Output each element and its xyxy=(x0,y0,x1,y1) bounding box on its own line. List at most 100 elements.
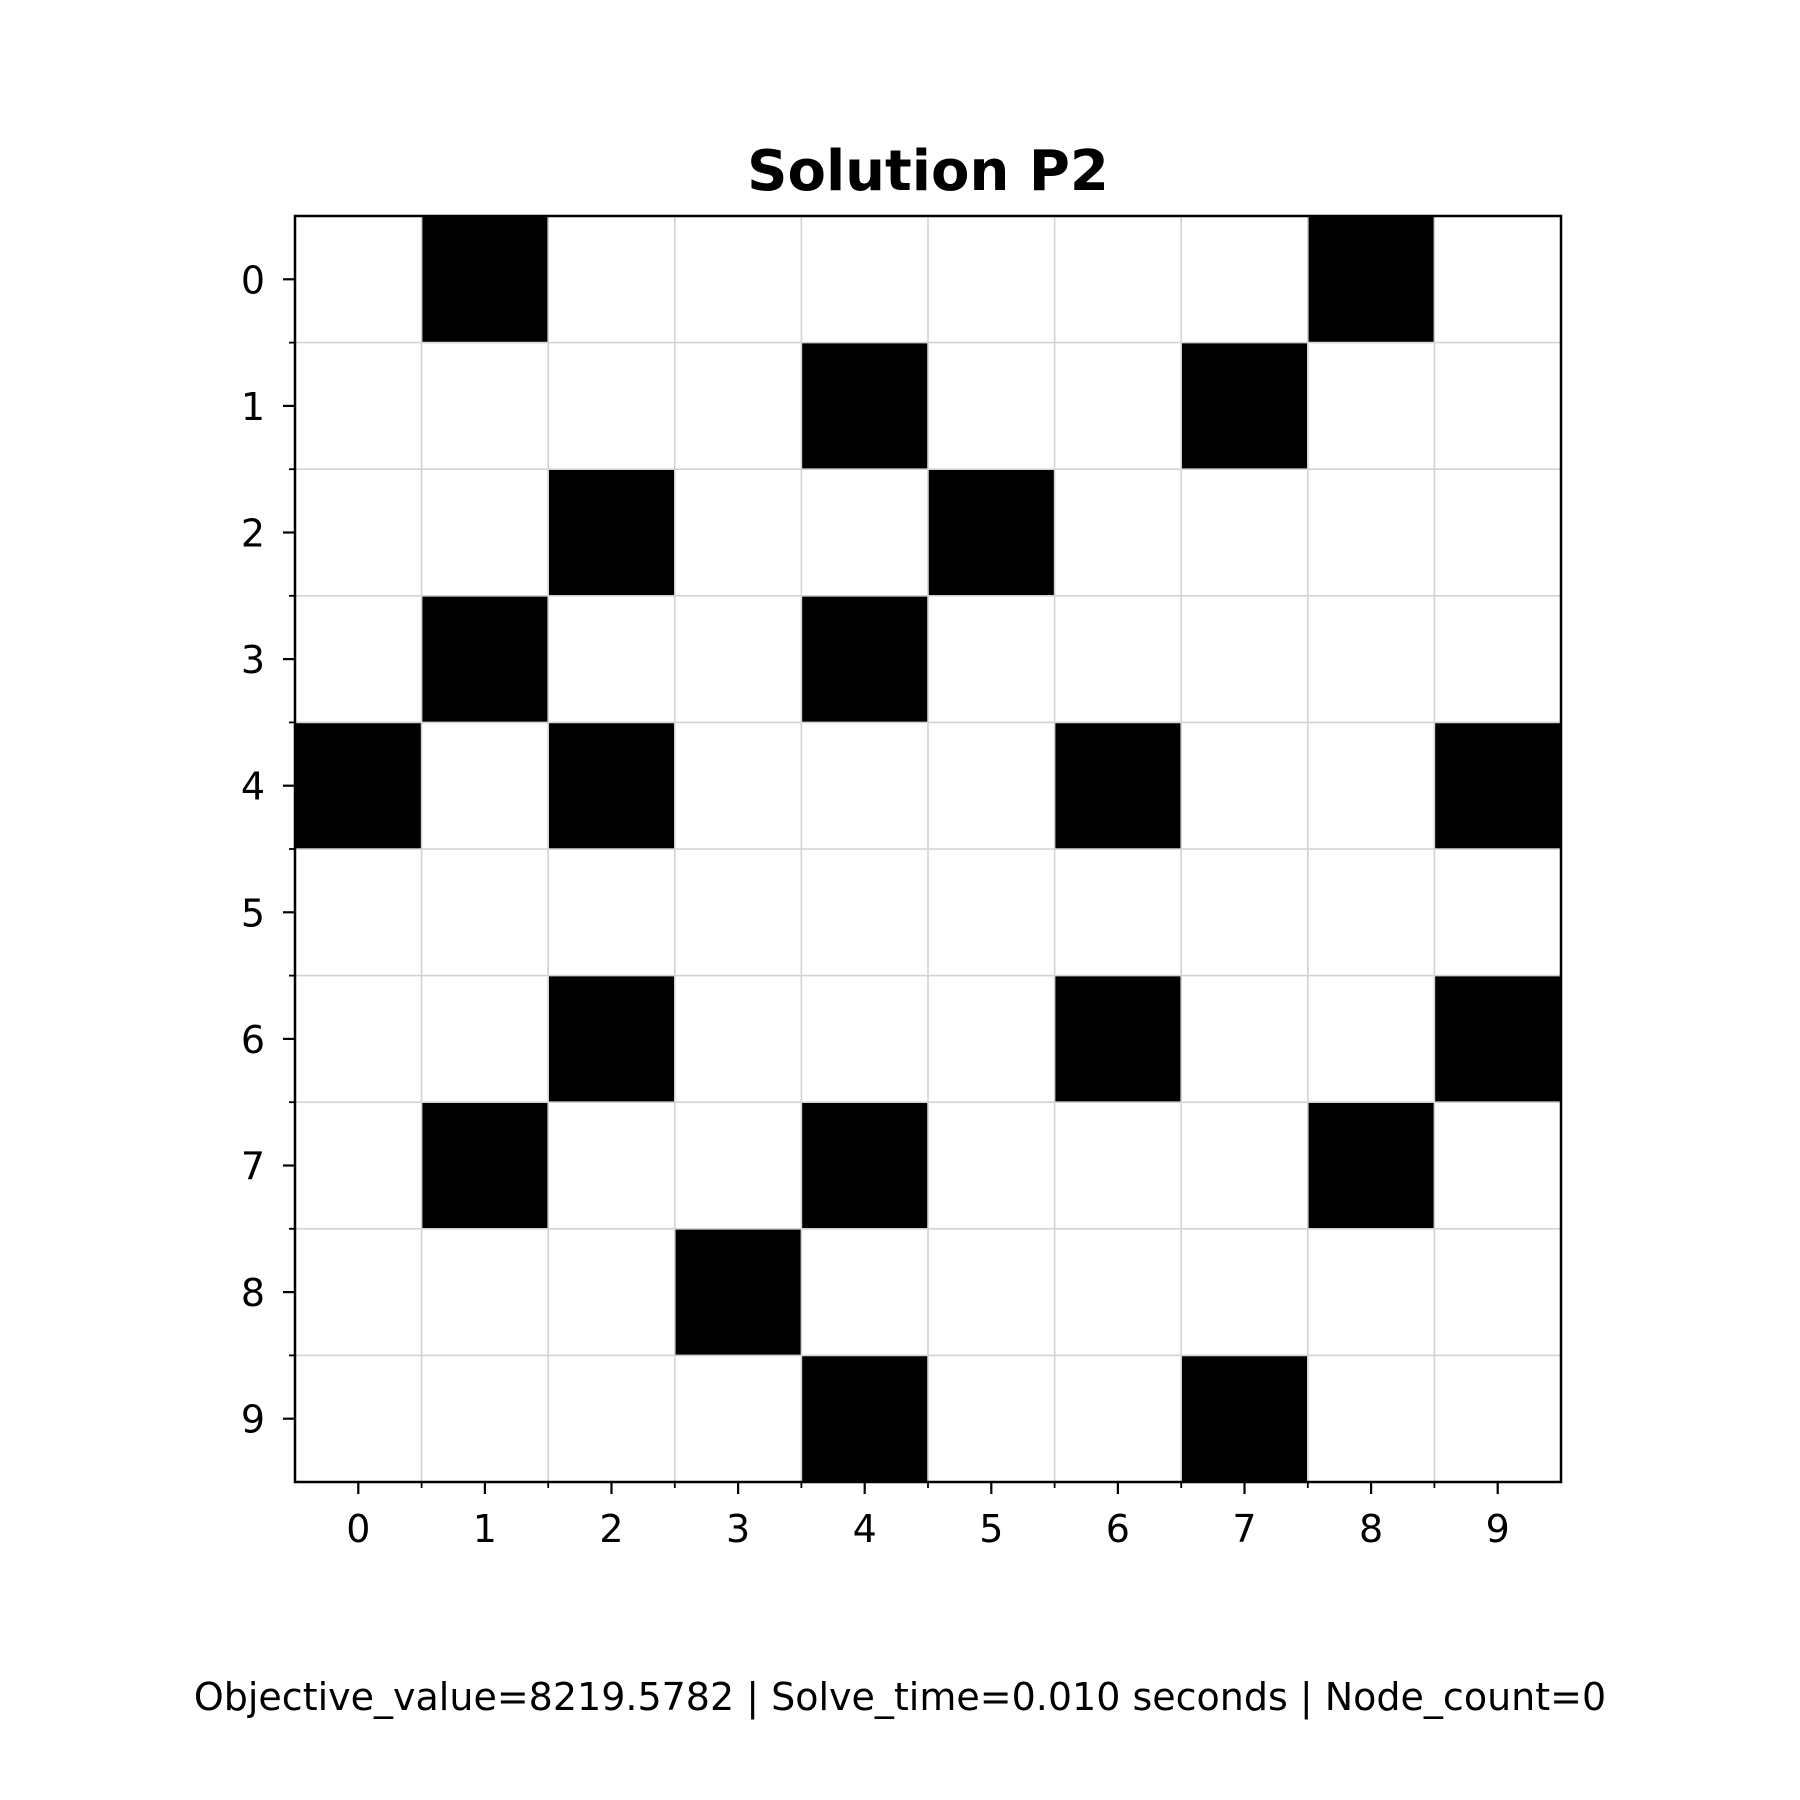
heatmap-cell xyxy=(928,1102,1056,1230)
heatmap-cell xyxy=(1307,722,1435,850)
y-tick-label: 7 xyxy=(241,1145,265,1189)
plot-frame xyxy=(293,214,1563,1484)
heatmap-cell xyxy=(421,216,549,344)
heatmap-cell xyxy=(421,469,549,597)
heatmap-cell xyxy=(295,469,423,597)
heatmap-cell xyxy=(295,849,423,977)
heatmap-cell xyxy=(1307,342,1435,470)
x-tick-label: 0 xyxy=(346,1507,370,1551)
heatmap-cell xyxy=(1054,722,1182,850)
heatmap-cell xyxy=(1434,595,1562,723)
heatmap-cell xyxy=(1307,469,1435,597)
y-tick-label: 3 xyxy=(241,638,265,682)
y-tick-label: 1 xyxy=(241,385,265,429)
heatmap-cell xyxy=(674,1228,802,1356)
heatmap-cell xyxy=(1054,975,1182,1103)
heatmap-cell xyxy=(1307,595,1435,723)
heatmap-cell xyxy=(548,342,676,470)
x-tick-label: 3 xyxy=(726,1507,750,1551)
heatmap-cell xyxy=(295,342,423,470)
heatmap-cell xyxy=(548,216,676,344)
heatmap-cell xyxy=(421,1102,549,1230)
solver-stats-footer: Objective_value=8219.5782 | Solve_time=0… xyxy=(194,1675,1606,1720)
heatmap-cell xyxy=(1434,722,1562,850)
heatmap-cell xyxy=(1054,469,1182,597)
x-tick-label: 1 xyxy=(473,1507,497,1551)
heatmap-cell xyxy=(674,469,802,597)
heatmap-cell xyxy=(1434,1228,1562,1356)
heatmap-cell xyxy=(928,216,1056,344)
heatmap-cell xyxy=(928,849,1056,977)
heatmap-cell xyxy=(1434,342,1562,470)
heatmap-cell xyxy=(1307,849,1435,977)
heatmap-cell xyxy=(548,469,676,597)
cells-layer xyxy=(295,216,1562,1483)
heatmap-cell xyxy=(1181,469,1309,597)
heatmap-cell xyxy=(674,1102,802,1230)
heatmap-cell xyxy=(674,595,802,723)
heatmap-cell xyxy=(295,216,423,344)
chart-title: Solution P2 xyxy=(747,139,1109,204)
heatmap-cell xyxy=(548,1228,676,1356)
heatmap-cell xyxy=(295,722,423,850)
heatmap-cell xyxy=(1307,216,1435,344)
heatmap-cell xyxy=(801,975,929,1103)
y-tick-label: 5 xyxy=(241,891,265,935)
y-tick-label: 0 xyxy=(241,258,265,302)
heatmap-cell xyxy=(801,722,929,850)
heatmap-cell xyxy=(1434,1355,1562,1483)
heatmap-cell xyxy=(1054,1102,1182,1230)
heatmap-cell xyxy=(1054,1355,1182,1483)
heatmap-cell xyxy=(928,1355,1056,1483)
heatmap-cell xyxy=(1181,342,1309,470)
y-tick-label: 2 xyxy=(241,512,265,556)
heatmap-cell xyxy=(295,1228,423,1356)
heatmap-cell xyxy=(1307,975,1435,1103)
heatmap-cell xyxy=(674,216,802,344)
x-tick-label: 6 xyxy=(1106,1507,1130,1551)
heatmap-cell xyxy=(674,849,802,977)
x-tick-label: 5 xyxy=(979,1507,1003,1551)
heatmap-cell xyxy=(1434,1102,1562,1230)
heatmap-cell xyxy=(928,1228,1056,1356)
y-tick-label: 9 xyxy=(241,1398,265,1442)
y-tick-label: 6 xyxy=(241,1018,265,1062)
heatmap-cell xyxy=(421,342,549,470)
heatmap-cell xyxy=(801,595,929,723)
heatmap-cell xyxy=(1307,1228,1435,1356)
heatmap-cell xyxy=(1434,975,1562,1103)
heatmap-cell xyxy=(1181,849,1309,977)
heatmap-cell xyxy=(1181,216,1309,344)
heatmap-cell xyxy=(928,975,1056,1103)
heatmap-cell xyxy=(1181,595,1309,723)
x-tick-label: 2 xyxy=(599,1507,623,1551)
x-tick-label: 4 xyxy=(853,1507,877,1551)
heatmap-cell xyxy=(1181,722,1309,850)
heatmap-cell xyxy=(928,595,1056,723)
heatmap-cell xyxy=(928,469,1056,597)
heatmap-cell xyxy=(421,1355,549,1483)
heatmap-cell xyxy=(1181,1355,1309,1483)
heatmap-cell xyxy=(1054,1228,1182,1356)
y-tick-label: 8 xyxy=(241,1271,265,1315)
heatmap-cell xyxy=(801,1355,929,1483)
x-tick-labels: 0 1 2 3 4 5 6 7 8 9 xyxy=(346,1507,1510,1551)
heatmap-cell xyxy=(1434,216,1562,344)
heatmap-cell xyxy=(801,1102,929,1230)
heatmap-cell xyxy=(295,1102,423,1230)
heatmap-cell xyxy=(421,849,549,977)
heatmap-cell xyxy=(1434,849,1562,977)
x-tick-label: 8 xyxy=(1359,1507,1383,1551)
heatmap-cell xyxy=(801,469,929,597)
heatmap-cell xyxy=(1181,975,1309,1103)
heatmap-cell xyxy=(1054,216,1182,344)
heatmap-cell xyxy=(674,975,802,1103)
heatmap-cell xyxy=(548,595,676,723)
heatmap-cell xyxy=(801,342,929,470)
heatmap-cell xyxy=(421,722,549,850)
heatmap-cell xyxy=(548,849,676,977)
heatmap-cell xyxy=(295,595,423,723)
y-tick-labels: 0 1 2 3 4 5 6 7 8 9 xyxy=(241,258,265,1441)
heatmap-cell xyxy=(674,1355,802,1483)
